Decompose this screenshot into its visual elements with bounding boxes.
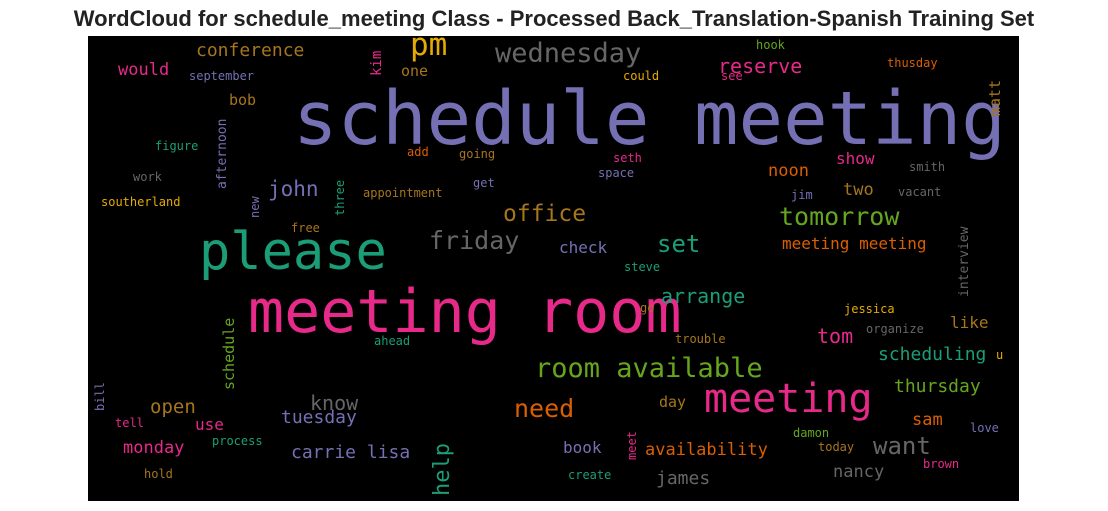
word-use: use bbox=[195, 415, 224, 434]
word-space: space bbox=[598, 166, 635, 180]
word-could: could bbox=[623, 69, 660, 83]
word-sam: sam bbox=[912, 410, 943, 430]
word-trouble: trouble bbox=[675, 332, 726, 346]
word-three: three bbox=[333, 179, 347, 216]
word-like: like bbox=[950, 313, 989, 332]
word-ahead: ahead bbox=[374, 334, 411, 348]
word-organize: organize bbox=[866, 322, 924, 336]
word-love: love bbox=[970, 421, 999, 435]
word-know: know bbox=[310, 391, 359, 415]
word-reserve: reserve bbox=[718, 54, 803, 78]
word-tell: tell bbox=[115, 416, 144, 430]
word-bill: bill bbox=[93, 382, 107, 411]
word-noon: noon bbox=[768, 161, 809, 181]
word-free: free bbox=[291, 221, 320, 235]
word-hold: hold bbox=[144, 467, 173, 481]
word-day: day bbox=[659, 393, 687, 411]
word-go: go bbox=[640, 301, 655, 315]
word-nancy: nancy bbox=[833, 462, 885, 482]
word-office: office bbox=[503, 201, 587, 227]
word-monday: monday bbox=[123, 438, 185, 458]
word-schedule-meeting: schedule meeting bbox=[293, 76, 1006, 162]
word-help: help bbox=[430, 443, 455, 496]
word-carrie-lisa: carrie lisa bbox=[291, 442, 411, 463]
word-please: please bbox=[199, 222, 387, 282]
word-seth: seth bbox=[613, 151, 642, 165]
word-meet: meet bbox=[625, 431, 639, 460]
word-vacant: vacant bbox=[898, 185, 942, 199]
word-set: set bbox=[657, 230, 701, 258]
word-wednesday: wednesday bbox=[495, 38, 642, 69]
word-get: get bbox=[473, 176, 495, 190]
word-would: would bbox=[118, 60, 170, 80]
word-schedule: schedule bbox=[220, 317, 238, 390]
word-one: one bbox=[401, 62, 429, 80]
word-interview: interview bbox=[957, 226, 972, 297]
word-tuesday: tuesday bbox=[281, 407, 357, 428]
word-tomorrow: tomorrow bbox=[779, 202, 900, 231]
word-hook: hook bbox=[756, 38, 785, 52]
word-work: work bbox=[133, 170, 162, 184]
word-add: add bbox=[407, 145, 429, 159]
word-brown: brown bbox=[923, 457, 960, 471]
word-new: new bbox=[248, 196, 262, 218]
word-southerland: southerland bbox=[101, 195, 181, 209]
word-book: book bbox=[563, 438, 602, 457]
word-afternoon: afternoon bbox=[215, 118, 230, 189]
word-matt: matt bbox=[986, 79, 1004, 116]
word-going: going bbox=[459, 147, 496, 161]
word-meeting-room: meeting room bbox=[248, 277, 682, 347]
word-u: u bbox=[996, 348, 1004, 362]
word-smith: smith bbox=[909, 160, 946, 174]
word-meeting-meeting: meeting meeting bbox=[782, 234, 927, 253]
word-september: september bbox=[189, 69, 255, 83]
word-see: see bbox=[721, 69, 743, 83]
word-meeting: meeting bbox=[704, 376, 873, 422]
word-scheduling: scheduling bbox=[878, 344, 987, 365]
word-show: show bbox=[836, 149, 875, 168]
word-appointment: appointment bbox=[363, 186, 443, 200]
word-room-available: room available bbox=[535, 353, 763, 384]
word-need: need bbox=[514, 394, 575, 423]
word-process: process bbox=[212, 434, 263, 448]
word-check: check bbox=[559, 238, 608, 257]
word-pm: pm bbox=[410, 36, 448, 63]
chart-title: WordCloud for schedule_meeting Class - P… bbox=[73, 6, 1035, 31]
word-thursday: thursday bbox=[894, 376, 981, 397]
word-figure: figure bbox=[155, 139, 199, 153]
word-jessica: jessica bbox=[844, 302, 895, 316]
word-damon: damon bbox=[793, 426, 830, 440]
word-want: want bbox=[873, 432, 931, 460]
word-kim: kim bbox=[369, 50, 385, 76]
word-bob: bob bbox=[229, 91, 257, 109]
word-open: open bbox=[150, 396, 196, 418]
word-steve: steve bbox=[624, 260, 661, 274]
word-conference: conference bbox=[196, 40, 305, 61]
word-thusday: thusday bbox=[887, 56, 938, 70]
word-arrange: arrange bbox=[661, 284, 746, 308]
word-availability: availability bbox=[645, 440, 768, 460]
word-tom: tom bbox=[817, 324, 854, 348]
word-create: create bbox=[568, 468, 612, 482]
word-today: today bbox=[818, 440, 855, 454]
word-jim: jim bbox=[791, 188, 813, 202]
word-two: two bbox=[843, 180, 874, 200]
word-john: john bbox=[268, 177, 319, 201]
word-friday: friday bbox=[429, 226, 520, 255]
word-james: james bbox=[656, 468, 711, 489]
wordcloud-canvas: schedule meeting meeting room please meetin… bbox=[88, 36, 1019, 501]
